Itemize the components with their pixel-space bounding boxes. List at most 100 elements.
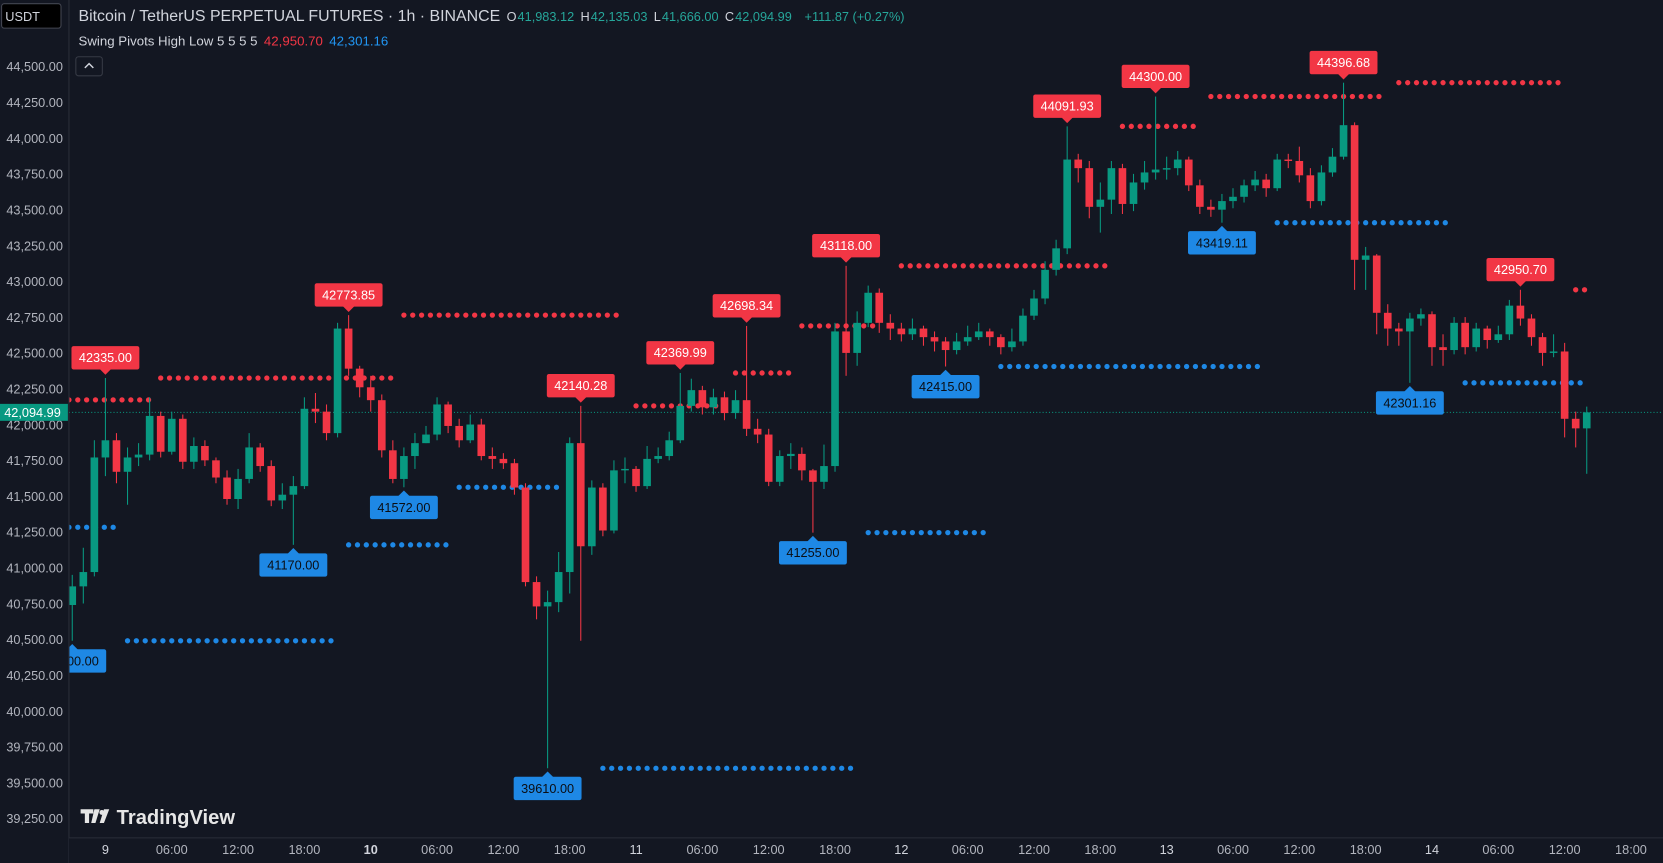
y-tick-label: 44,500.00 (6, 59, 63, 74)
candle-body (1461, 322, 1469, 348)
candle-body (1240, 185, 1248, 197)
indicator-name: Swing Pivots High Low 5 5 5 5 (78, 33, 258, 49)
candle-body (1151, 169, 1160, 173)
candle-body (974, 331, 983, 338)
candle-body (389, 450, 397, 479)
candle-body (245, 447, 253, 479)
pivot-label: 44091.93 (1041, 99, 1094, 114)
candle-body (1538, 337, 1547, 353)
candle-body (1107, 168, 1116, 200)
candle-body (256, 447, 265, 467)
candle-body (366, 387, 375, 401)
x-tick-label: 06:00 (952, 842, 984, 857)
candle-body (742, 400, 751, 429)
x-tick-label: 12:00 (1549, 842, 1581, 857)
candle-body (698, 390, 707, 408)
candle-body (1339, 125, 1348, 157)
pivot-pointer (286, 548, 300, 555)
ohlc-key: H (580, 9, 590, 25)
candle-body (145, 415, 154, 455)
y-tick-label: 41,750.00 (6, 453, 63, 468)
ohlc: O41,983.12 H42,135.03 L41,666.00 C42,094.99 (507, 7, 799, 25)
candle-body (1052, 248, 1060, 270)
pivot-pointer (939, 369, 952, 377)
candle-body (1262, 179, 1270, 189)
ohlc-value: 42,094.99 (735, 9, 792, 25)
candle-body (322, 411, 331, 434)
pivot-label: 42773.85 (322, 287, 375, 302)
candle-body (333, 328, 342, 434)
candle-body (499, 458, 508, 464)
candle-body (289, 486, 298, 495)
x-tick-label: 14 (1425, 842, 1439, 857)
candle-body (1394, 328, 1403, 332)
candle-body (223, 477, 231, 500)
x-tick-label: 11 (629, 842, 642, 857)
candle-body (1582, 412, 1591, 429)
candle-body (1472, 328, 1481, 348)
pivot-label: 42950.70 (1494, 262, 1547, 277)
pivot-box (1309, 50, 1378, 75)
symbol-box[interactable]: USDT (1, 3, 62, 29)
change: +111.87 (+0.27%) (804, 9, 905, 25)
candle-body (300, 408, 309, 487)
x-tick-label: 18:00 (1350, 842, 1382, 857)
pivot-pointer (541, 771, 554, 778)
y-tick-label: 43,750.00 (6, 167, 63, 182)
candle-body (278, 494, 287, 501)
pivot-label: 41255.00 (786, 545, 839, 560)
candle-body (554, 572, 563, 603)
candle-body (1008, 341, 1016, 348)
x-tick-label: 18:00 (1084, 842, 1116, 857)
x-tick-label: 12:00 (1018, 842, 1050, 857)
candle-body (1030, 298, 1038, 316)
candle-body (178, 418, 187, 462)
pivot-box (314, 283, 383, 307)
x-tick-label: 12:00 (753, 842, 785, 857)
x-tick-label: 06:00 (1482, 842, 1514, 857)
pivot-pointer (99, 368, 112, 375)
candle-body (112, 440, 121, 472)
candle-body (709, 397, 718, 408)
y-tick-label: 40,750.00 (6, 596, 63, 611)
candle-body (1063, 159, 1071, 249)
candle-body (963, 337, 972, 342)
candles (68, 82, 1591, 769)
candle-body (1406, 318, 1414, 332)
x-tick-label: 9 (102, 842, 109, 857)
x-tick-label: 12:00 (487, 842, 519, 857)
y-tick-label: 44,000.00 (6, 131, 63, 146)
x-tick-label: 18:00 (554, 842, 586, 857)
pivot-box (1121, 64, 1190, 89)
candle-body (543, 602, 552, 607)
pivot-label: 42301.16 (1383, 395, 1436, 410)
axes: 39,250.00 39,500.00 39,750.00 40,000.00 40,2… (0, 59, 1647, 857)
candle-body (731, 400, 740, 414)
header: Bitcoin / TetherUS PERPETUAL FUTURES · 1… (78, 7, 910, 25)
candle-body (1350, 125, 1359, 260)
pivot-box (712, 294, 781, 318)
pivot-box (546, 374, 615, 398)
pivot-pointer (1514, 280, 1527, 287)
y-tick-label: 40,500.00 (6, 632, 63, 647)
x-tick-label: 06:00 (156, 842, 188, 857)
candle-body (753, 428, 762, 435)
candle-body (1328, 156, 1337, 173)
collapse-button[interactable] (75, 56, 103, 77)
logo: TradingView (116, 807, 236, 830)
pivot-box (911, 375, 980, 399)
candle-body (123, 457, 132, 472)
candle-body (234, 478, 242, 500)
pivot-box (71, 346, 140, 370)
candle-body (201, 446, 209, 461)
candle-body (1483, 328, 1492, 341)
pivot-pointer (342, 305, 355, 312)
candle-body (1494, 334, 1503, 341)
chevron (84, 62, 94, 69)
candle-body (466, 424, 475, 441)
x-tick-label: 06:00 (421, 842, 453, 857)
candle-body (190, 446, 198, 462)
candle-body (344, 328, 353, 369)
pivot-label: 42698.34 (720, 298, 773, 313)
